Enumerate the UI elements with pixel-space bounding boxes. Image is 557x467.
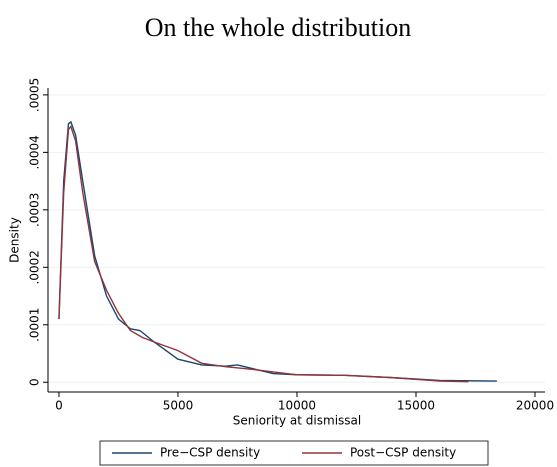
y-tick-label: .0003	[28, 193, 42, 227]
y-tick-label: .0002	[28, 250, 42, 284]
x-tick-label: 15000	[397, 399, 435, 413]
x-tick-label: 10000	[278, 399, 316, 413]
x-tick-label: 5000	[163, 399, 194, 413]
y-tick-label: 0	[28, 378, 42, 386]
y-tick-label: .0005	[28, 78, 42, 112]
chart-title: On the whole distribution	[145, 13, 411, 42]
x-axis-label: Seniority at dismissal	[233, 414, 361, 428]
series-line	[58, 125, 469, 383]
legend-label: Pre−CSP density	[160, 446, 260, 460]
y-tick-label: .0004	[28, 135, 42, 169]
x-tick-label: 0	[55, 399, 63, 413]
y-axis-label: Density	[8, 217, 22, 263]
y-tick-label: .0001	[28, 308, 42, 342]
x-tick-label: 20000	[516, 399, 554, 413]
series-line	[58, 120, 497, 382]
legend-box	[99, 440, 489, 466]
legend-label: Post−CSP density	[350, 446, 456, 460]
